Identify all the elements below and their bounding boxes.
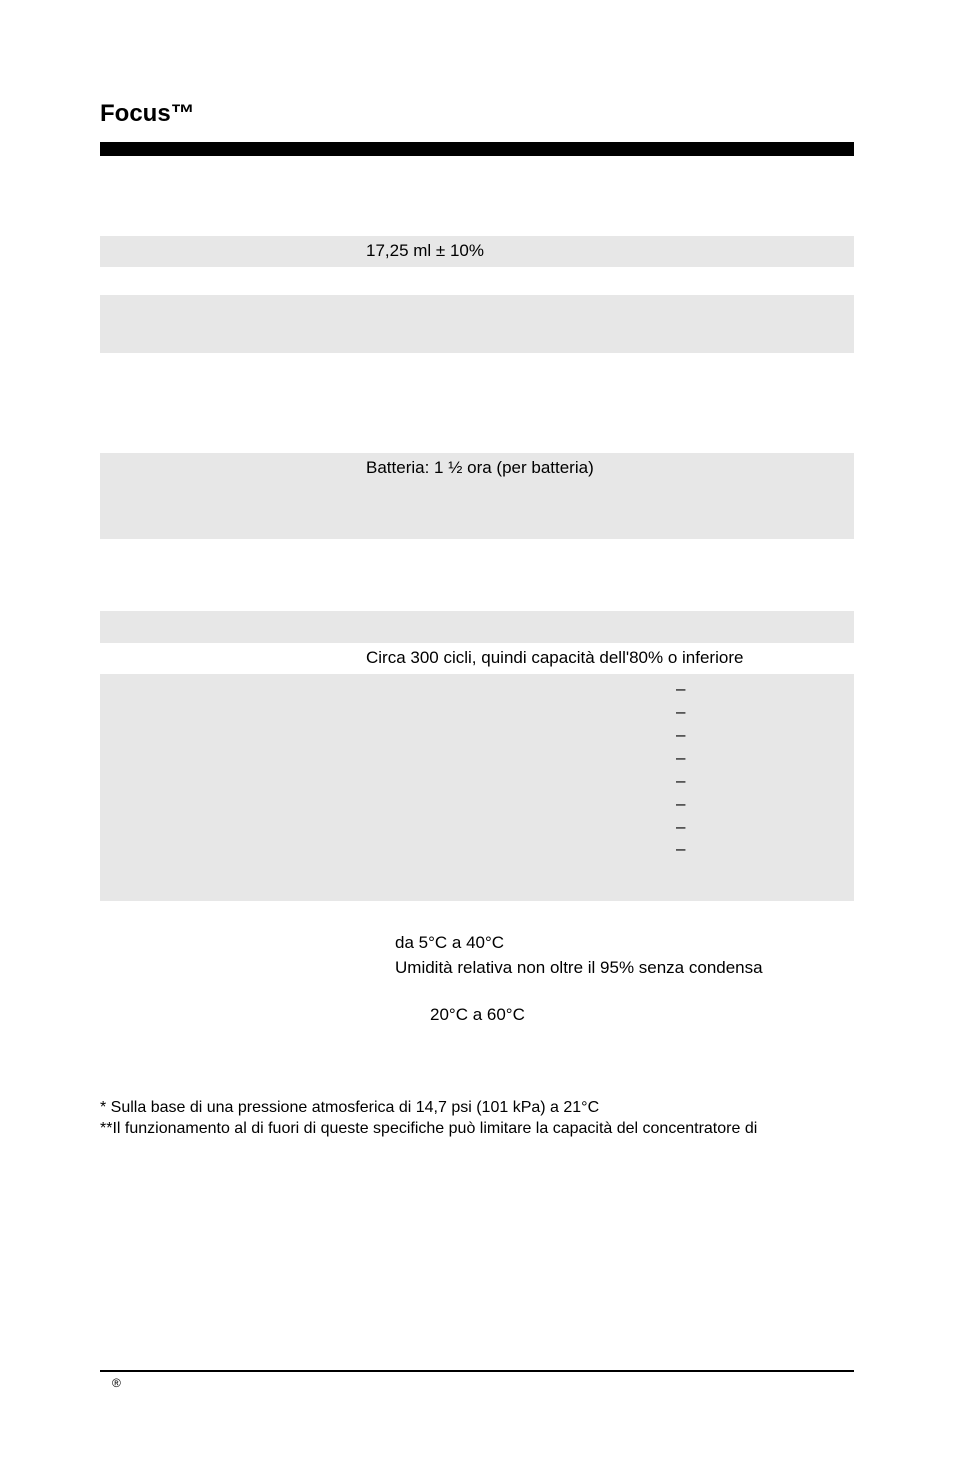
table-row: Batteria: 1 ½ ora (per batteria) xyxy=(100,453,854,539)
row-value xyxy=(360,611,854,619)
footnotes: * Sulla base di una pressione atmosferic… xyxy=(100,1098,854,1140)
row-label xyxy=(100,267,360,275)
row-label xyxy=(100,236,360,244)
row-label xyxy=(100,353,360,361)
row-label xyxy=(100,611,360,619)
dash-item: – xyxy=(366,747,846,770)
footnote-1: * Sulla base di una pressione atmosferic… xyxy=(100,1098,854,1119)
dash-item: – xyxy=(366,838,846,861)
row-value: –––––––– xyxy=(360,674,854,902)
table-row xyxy=(100,539,854,611)
table-row-dashes: –––––––– xyxy=(100,674,854,902)
page-footer: ® xyxy=(100,1370,854,1390)
row-value: Circa 300 cicli, quindi capacità dell'80… xyxy=(360,643,854,674)
row-label xyxy=(100,674,360,682)
env-humidity: Umidità relativa non oltre il 95% senza … xyxy=(100,956,854,981)
table-row: 17,25 ml ± 10% xyxy=(100,236,854,267)
dash-item: – xyxy=(366,770,846,793)
footer-rule xyxy=(100,1370,854,1372)
row-value xyxy=(360,267,854,275)
row-value xyxy=(360,539,854,547)
table-row: Circa 300 cicli, quindi capacità dell'80… xyxy=(100,643,854,674)
dash-item: – xyxy=(366,724,846,747)
env-temp-value: da 5°C a 40°C xyxy=(395,932,504,955)
row-value: Batteria: 1 ½ ora (per batteria) xyxy=(360,453,854,484)
registered-mark: ® xyxy=(100,1376,854,1390)
env-spacer xyxy=(100,981,854,1003)
row-label xyxy=(100,539,360,547)
env-temp-storage-value: 20°C a 60°C xyxy=(430,1004,525,1027)
page-title: Focus™ xyxy=(100,100,854,128)
dash-item: – xyxy=(366,701,846,724)
title-rule xyxy=(100,142,854,156)
footnote-2: **Il funzionamento al di fuori di queste… xyxy=(100,1119,854,1140)
row-label xyxy=(100,453,360,461)
env-temp-storage: 20°C a 60°C xyxy=(100,1003,854,1028)
row-value: 17,25 ml ± 10% xyxy=(360,236,854,267)
spec-table: 17,25 ml ± 10% Batteria: 1 ½ ora (per bat… xyxy=(100,236,854,901)
table-row xyxy=(100,267,854,295)
env-temp-operating: da 5°C a 40°C xyxy=(100,931,854,956)
row-label xyxy=(100,643,360,651)
environment-block: da 5°C a 40°C Umidità relativa non oltre… xyxy=(100,931,854,1028)
dash-item: – xyxy=(366,678,846,701)
table-row xyxy=(100,295,854,353)
env-humidity-value: Umidità relativa non oltre il 95% senza … xyxy=(395,957,763,980)
row-value xyxy=(360,353,854,361)
table-row xyxy=(100,611,854,643)
row-label xyxy=(100,295,360,303)
table-row xyxy=(100,353,854,453)
dash-spacer xyxy=(366,861,846,897)
row-value xyxy=(360,295,854,303)
dash-item: – xyxy=(366,793,846,816)
dash-item: – xyxy=(366,816,846,839)
